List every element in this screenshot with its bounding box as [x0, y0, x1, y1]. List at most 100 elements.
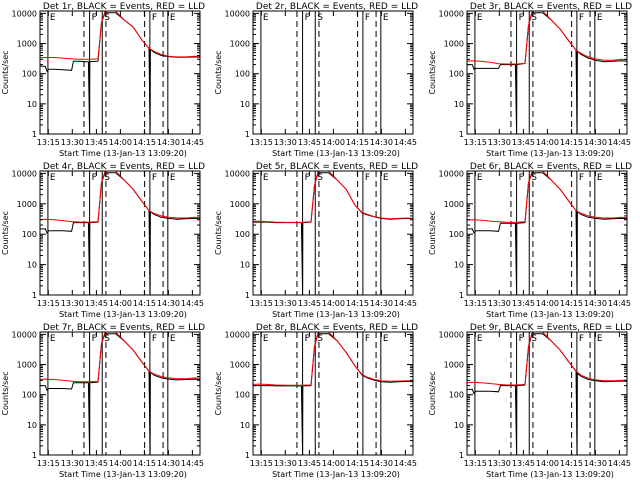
- plot-frame: [39, 10, 201, 135]
- x-tick-label: 14:00: [536, 138, 559, 147]
- flag-label: F: [305, 334, 310, 344]
- x-axis-label: Start Time (13-Jan-13 13:09:20): [486, 310, 614, 319]
- series-group: [40, 171, 200, 295]
- y-tick-label: 10: [240, 261, 250, 270]
- y-tick-label: 10: [454, 261, 464, 270]
- series-group: [467, 171, 627, 295]
- x-tick-label: 13:30: [488, 459, 511, 468]
- x-tick-label: 14:00: [109, 138, 132, 147]
- plot-frame: [466, 331, 628, 456]
- y-tick-label: 1: [32, 451, 37, 460]
- series-lld-line: [40, 332, 200, 383]
- x-tick-label: 13:15: [464, 138, 487, 147]
- plot-frame: [252, 331, 414, 456]
- plot-frame: [466, 170, 628, 296]
- plot-frame: [39, 170, 201, 296]
- panel-title: Det 6r, BLACK = Events, RED = LLD: [470, 162, 632, 172]
- x-tick-label: 14:00: [109, 459, 132, 468]
- x-tick-label: 13:15: [37, 459, 60, 468]
- series-lld-line: [467, 171, 627, 223]
- panel-det-5: Det 5r, BLACK = Events, RED = LLD Counts/…: [214, 162, 418, 319]
- panel-det-7: Det 7r, BLACK = Events, RED = LLD Counts/…: [1, 323, 205, 479]
- flag-label: F: [152, 13, 157, 23]
- series-group: [40, 11, 200, 134]
- y-tick-label: 10000: [225, 330, 250, 339]
- x-tick-label: 14:15: [133, 138, 156, 147]
- plot-frame: [252, 170, 414, 296]
- y-tick-label: 10000: [439, 169, 464, 178]
- x-axis-label: Start Time (13-Jan-13 13:09:20): [59, 149, 187, 158]
- flag-label: E: [597, 173, 603, 183]
- x-tick-label: 14:15: [560, 299, 583, 308]
- y-tick-label: 1000: [17, 40, 37, 49]
- x-tick-label: 13:15: [250, 299, 273, 308]
- x-tick-label: 14:45: [394, 138, 417, 147]
- x-tick-label: 14:15: [133, 459, 156, 468]
- panel-title: Det 9r, BLACK = Events, RED = LLD: [470, 323, 632, 333]
- flag-label: S: [531, 334, 537, 344]
- x-tick-label: 13:45: [85, 138, 108, 147]
- y-tick-label: 10: [240, 421, 250, 430]
- y-tick-label: 10000: [12, 9, 37, 18]
- y-tick-label: 1: [245, 291, 250, 300]
- flag-label: F: [519, 13, 524, 23]
- y-tick-label: 1000: [444, 40, 464, 49]
- y-tick-label: 10: [27, 421, 37, 430]
- flag-label: F: [152, 173, 157, 183]
- flag-label: F: [305, 173, 310, 183]
- y-tick-label: 1: [32, 291, 37, 300]
- flag-label: F: [365, 334, 370, 344]
- y-tick-label: 1000: [444, 361, 464, 370]
- flag-label: E: [383, 173, 389, 183]
- x-tick-label: 13:45: [85, 299, 108, 308]
- flag-label: E: [50, 173, 56, 183]
- panel-title: Det 8r, BLACK = Events, RED = LLD: [256, 323, 418, 333]
- series-events-line: [40, 12, 200, 134]
- y-tick-label: 1000: [444, 200, 464, 209]
- x-tick-label: 14:15: [346, 459, 369, 468]
- x-tick-label: 13:30: [61, 459, 84, 468]
- x-tick-label: 14:15: [346, 299, 369, 308]
- x-tick-label: 13:45: [512, 459, 535, 468]
- panel-det-2: Det 2r, BLACK = Events, RED = LLD Counts/…: [214, 2, 418, 158]
- y-tick-label: 10000: [439, 9, 464, 18]
- flag-label: F: [92, 334, 97, 344]
- flag-label: F: [365, 13, 370, 23]
- y-axis-label: Counts/sec: [428, 211, 437, 255]
- y-tick-label: 100: [235, 230, 250, 239]
- y-tick-label: 10000: [225, 169, 250, 178]
- y-tick-label: 100: [235, 391, 250, 400]
- x-tick-label: 13:15: [464, 299, 487, 308]
- y-tick-label: 1000: [17, 200, 37, 209]
- x-axis-label: Start Time (13-Jan-13 13:09:20): [486, 149, 614, 158]
- series-group: [253, 332, 413, 455]
- x-tick-label: 14:15: [560, 459, 583, 468]
- y-tick-label: 10: [27, 100, 37, 109]
- x-axis-label: Start Time (13-Jan-13 13:09:20): [272, 149, 400, 158]
- y-tick-label: 100: [22, 230, 37, 239]
- series-events-line: [467, 172, 627, 295]
- y-tick-label: 100: [22, 391, 37, 400]
- x-tick-label: 14:00: [322, 459, 345, 468]
- panel-title: Det 1r, BLACK = Events, RED = LLD: [43, 2, 205, 12]
- x-tick-label: 13:30: [274, 459, 297, 468]
- x-tick-label: 14:30: [370, 299, 393, 308]
- x-tick-label: 14:30: [370, 138, 393, 147]
- x-tick-label: 14:15: [133, 299, 156, 308]
- series-lld-line: [253, 332, 413, 386]
- y-axis-label: Counts/sec: [428, 371, 437, 415]
- x-tick-label: 14:30: [584, 138, 607, 147]
- series-group: [467, 11, 627, 134]
- flag-label: S: [531, 13, 537, 23]
- flag-label: F: [579, 173, 584, 183]
- flag-label: E: [383, 13, 389, 23]
- series-group: [467, 332, 627, 455]
- y-tick-label: 1: [245, 451, 250, 460]
- plot-frame: [466, 10, 628, 135]
- x-tick-label: 14:45: [394, 459, 417, 468]
- series-group: [40, 332, 200, 455]
- y-tick-label: 100: [235, 70, 250, 79]
- panel-det-6: Det 6r, BLACK = Events, RED = LLD Counts/…: [428, 162, 632, 319]
- x-tick-label: 14:00: [322, 299, 345, 308]
